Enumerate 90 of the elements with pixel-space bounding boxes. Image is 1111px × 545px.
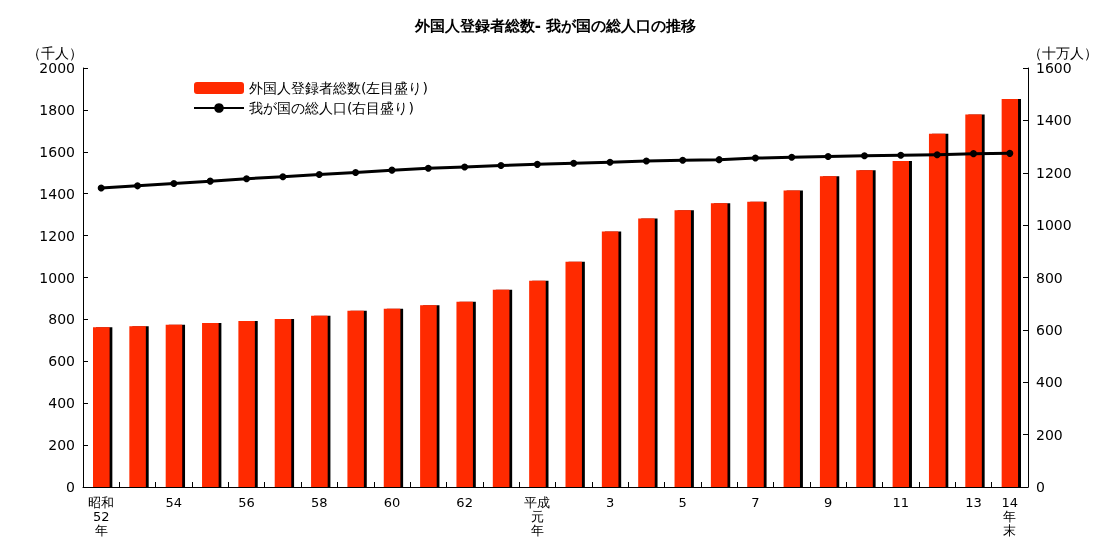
y2-axis-title: （十万人） — [1028, 45, 1098, 61]
point — [570, 159, 578, 167]
x-tick-label: 9 — [823, 494, 833, 510]
y2-tick-label: 1000 — [1036, 217, 1072, 234]
y-tick-label: 1600 — [39, 143, 75, 160]
bar — [747, 201, 764, 487]
bar — [456, 301, 473, 487]
x-tick-label: 平成元年 — [524, 494, 551, 538]
bar — [710, 203, 728, 487]
bar — [1001, 99, 1018, 487]
bar — [856, 170, 873, 487]
point — [933, 151, 941, 159]
point — [461, 163, 469, 171]
bar — [165, 324, 183, 487]
y-tick-label: 600 — [48, 353, 75, 370]
y2-tick-label: 1600 — [1036, 60, 1072, 76]
point — [533, 160, 541, 168]
y-axis-title: （千人） — [27, 45, 83, 61]
point — [788, 153, 796, 161]
x-tick-label: 7 — [751, 494, 760, 510]
point — [424, 164, 432, 172]
point — [1006, 149, 1014, 157]
x-tick-label: 58 — [310, 494, 328, 510]
y-tick-label: 1200 — [39, 227, 75, 244]
y2-tick-label: 800 — [1036, 269, 1063, 286]
bar — [347, 310, 364, 487]
x-tick-label: 昭和52年 — [88, 494, 115, 538]
y-tick-label: 2000 — [39, 60, 75, 76]
bar — [928, 133, 946, 487]
x-tick-label: 62 — [456, 494, 473, 510]
bar — [601, 231, 619, 487]
y-tick-label: 1800 — [39, 101, 75, 118]
point — [897, 151, 905, 159]
bar — [783, 190, 800, 487]
y2-tick-label: 600 — [1036, 321, 1063, 338]
y2-tick-label: 0 — [1036, 479, 1045, 495]
legend-label: 我が国の総人口(右目盛り) — [249, 100, 414, 116]
y-tick-label: 1400 — [39, 185, 75, 202]
x-tick-label: 14年末 — [1001, 494, 1019, 538]
bar — [93, 327, 110, 487]
point — [315, 171, 323, 179]
bar — [529, 280, 546, 487]
point — [642, 157, 650, 165]
x-tick-label: 56 — [238, 494, 255, 510]
y2-tick-label: 400 — [1036, 374, 1063, 391]
x-tick-label: 60 — [383, 494, 401, 510]
point — [352, 168, 360, 176]
point — [715, 156, 723, 164]
bar — [274, 318, 292, 487]
x-tick-label: 5 — [678, 494, 687, 510]
point — [134, 182, 142, 190]
bar — [674, 210, 691, 487]
chart-title: 外国人登録者総数- 我が国の総人口の推移 — [413, 16, 697, 35]
point — [97, 184, 105, 192]
point — [860, 152, 868, 160]
bar — [965, 114, 982, 487]
point — [497, 161, 505, 169]
y2-tick-label: 1400 — [1036, 112, 1072, 129]
bar — [383, 308, 401, 487]
bar — [129, 326, 146, 487]
y-tick-label: 200 — [48, 437, 75, 454]
bar — [420, 305, 437, 487]
point — [170, 179, 178, 187]
point — [824, 153, 832, 161]
x-tick-label: 3 — [605, 494, 615, 510]
y-tick-label: 1000 — [39, 269, 75, 286]
bar — [638, 218, 655, 487]
bar — [202, 322, 219, 487]
point — [606, 158, 614, 166]
point — [206, 177, 214, 185]
y-tick-label: 400 — [48, 395, 75, 412]
bar — [492, 289, 510, 487]
x-tick-label: 11 — [892, 494, 910, 510]
x-tick-label: 13 — [965, 494, 982, 510]
y2-tick-label: 1200 — [1036, 164, 1072, 181]
bar — [238, 321, 255, 487]
bar — [565, 261, 582, 487]
y-tick-label: 800 — [48, 311, 75, 328]
bar — [311, 315, 328, 487]
point — [243, 175, 251, 183]
bar — [892, 161, 909, 487]
x-tick-label: 54 — [165, 494, 183, 510]
bar — [819, 176, 837, 487]
point — [679, 156, 687, 164]
y-tick-label: 0 — [66, 479, 75, 495]
point — [279, 173, 287, 181]
y2-tick-label: 200 — [1036, 426, 1063, 443]
legend-label: 外国人登録者総数(左目盛り) — [249, 80, 428, 96]
point — [751, 154, 759, 162]
point — [969, 150, 977, 158]
